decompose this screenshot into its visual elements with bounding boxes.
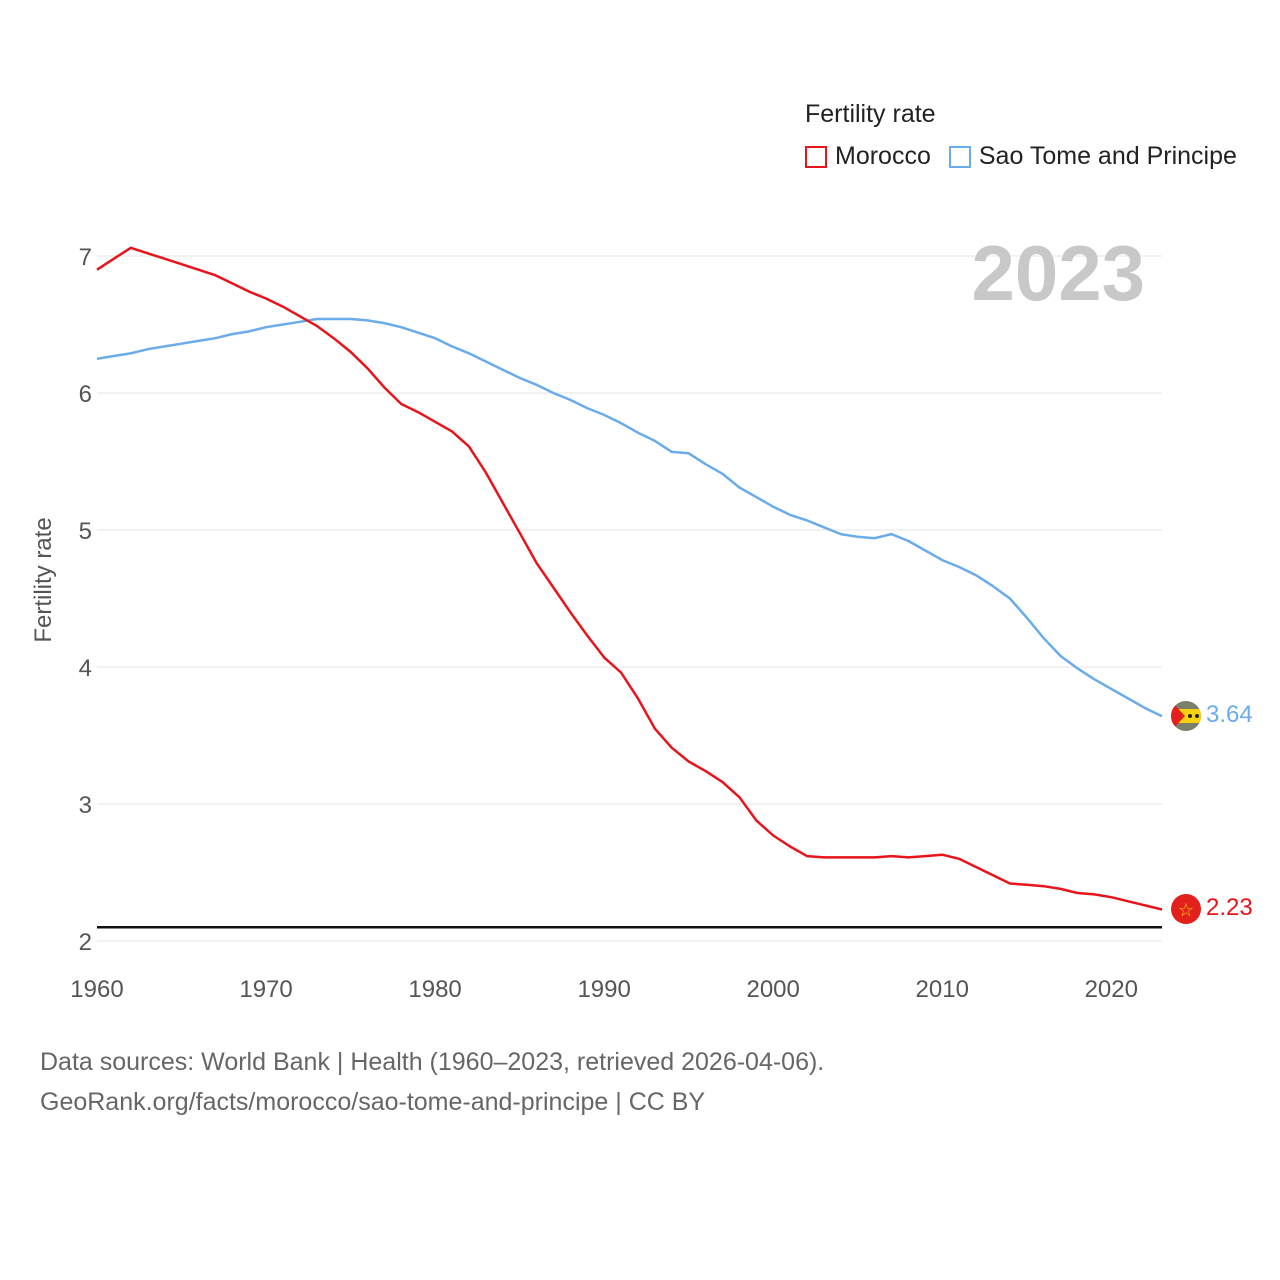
sao-tome-and-principe-flag-icon	[1171, 701, 1201, 731]
y-axis-title: Fertility rate	[30, 517, 57, 643]
y-tick-label: 5	[79, 518, 92, 545]
gridlines	[97, 255, 1162, 942]
footer: Data sources: World Bank | Health (1960–…	[40, 1042, 824, 1122]
x-axis-ticks: 1960 1970 1980 1990 2000 2010 2020	[70, 976, 1138, 1003]
series-line-sao-tome-and-principe	[96, 317, 1163, 718]
end-value-label-morocco: 2.23	[1206, 894, 1253, 921]
legend-title: Fertility rate	[805, 100, 936, 128]
x-tick-label: 1990	[577, 976, 630, 1003]
x-tick-label: 1970	[239, 976, 292, 1003]
footer-sources: Data sources: World Bank | Health (1960–…	[40, 1048, 825, 1076]
year-label: 2023	[971, 229, 1145, 317]
x-tick-label: 1980	[408, 976, 461, 1003]
svg-text:☆: ☆	[1178, 900, 1194, 921]
y-tick-label: 3	[79, 792, 92, 819]
y-tick-label: 4	[79, 655, 92, 682]
legend-swatch-morocco	[805, 145, 827, 168]
legend-swatch-sao-tome-and-principe	[948, 145, 971, 168]
y-tick-label: 7	[79, 244, 92, 271]
x-tick-label: 2010	[916, 976, 969, 1003]
morocco-flag-icon: ☆	[1171, 894, 1201, 924]
legend-item-morocco[interactable]: Morocco	[805, 142, 931, 171]
end-value-label-sao-tome-and-principe: 3.64	[1206, 701, 1253, 728]
y-tick-label: 6	[79, 381, 92, 408]
x-tick-label: 2020	[1085, 976, 1138, 1003]
legend-label-sao-tome-and-principe: Sao Tome and Principe	[978, 142, 1237, 170]
y-axis-ticks: 2 3 4 5 6 7	[79, 244, 92, 956]
series-line-morocco	[96, 246, 1163, 911]
legend-item-sao-tome-and-principe[interactable]: Sao Tome and Principe	[948, 142, 1237, 171]
x-tick-label: 2000	[746, 976, 799, 1003]
footer-url: GeoRank.org/facts/morocco/sao-tome-and-p…	[40, 1088, 706, 1116]
x-tick-label: 1960	[70, 976, 123, 1003]
y-tick-label: 2	[79, 929, 92, 956]
legend: Morocco Sao Tome and Principe	[805, 142, 1255, 171]
legend-label-morocco: Morocco	[835, 142, 931, 170]
